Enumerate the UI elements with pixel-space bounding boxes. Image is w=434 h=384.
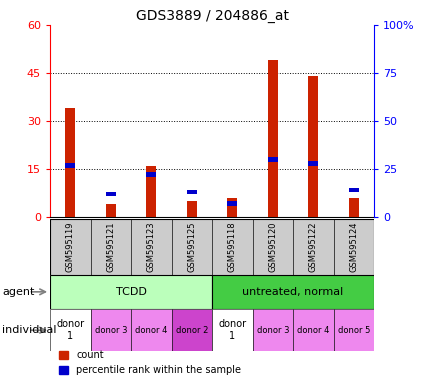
Bar: [65, 163, 75, 167]
Bar: [90, 309, 131, 351]
Bar: [227, 198, 237, 217]
Bar: [212, 309, 252, 351]
Text: untreated, normal: untreated, normal: [242, 287, 343, 297]
Bar: [105, 192, 115, 196]
Text: donor
1: donor 1: [56, 319, 84, 341]
Bar: [105, 204, 115, 217]
Bar: [212, 275, 373, 309]
Text: GSM595124: GSM595124: [349, 222, 358, 272]
Bar: [293, 219, 333, 275]
Bar: [252, 309, 293, 351]
Bar: [186, 201, 197, 217]
Bar: [146, 166, 156, 217]
Text: donor 3: donor 3: [94, 326, 127, 335]
Bar: [267, 157, 277, 162]
Text: donor 3: donor 3: [256, 326, 289, 335]
Bar: [131, 219, 171, 275]
Legend: count, percentile rank within the sample: count, percentile rank within the sample: [55, 346, 245, 379]
Text: donor 2: donor 2: [175, 326, 207, 335]
Bar: [65, 108, 75, 217]
Text: GSM595123: GSM595123: [146, 222, 155, 272]
Bar: [333, 309, 373, 351]
Bar: [50, 219, 90, 275]
Title: GDS3889 / 204886_at: GDS3889 / 204886_at: [135, 8, 288, 23]
Text: donor 4: donor 4: [135, 326, 167, 335]
Bar: [267, 60, 277, 217]
Text: donor
1: donor 1: [218, 319, 246, 341]
Bar: [171, 309, 212, 351]
Text: TCDD: TCDD: [115, 287, 146, 297]
Bar: [252, 219, 293, 275]
Bar: [308, 76, 318, 217]
Bar: [308, 161, 318, 166]
Bar: [293, 309, 333, 351]
Text: GSM595121: GSM595121: [106, 222, 115, 272]
Text: individual: individual: [2, 325, 56, 335]
Bar: [50, 309, 90, 351]
Bar: [50, 275, 212, 309]
Text: GSM595125: GSM595125: [187, 222, 196, 272]
Text: donor 5: donor 5: [337, 326, 369, 335]
Bar: [171, 219, 212, 275]
Bar: [90, 219, 131, 275]
Bar: [333, 219, 373, 275]
Text: GSM595122: GSM595122: [308, 222, 317, 272]
Bar: [348, 198, 358, 217]
Bar: [186, 190, 197, 194]
Text: GSM595118: GSM595118: [227, 222, 236, 272]
Bar: [348, 188, 358, 192]
Text: donor 4: donor 4: [296, 326, 329, 335]
Text: GSM595120: GSM595120: [268, 222, 277, 272]
Bar: [131, 309, 171, 351]
Bar: [227, 201, 237, 206]
Text: GSM595119: GSM595119: [66, 222, 75, 272]
Bar: [146, 172, 156, 177]
Bar: [212, 219, 252, 275]
Text: agent: agent: [2, 287, 34, 297]
